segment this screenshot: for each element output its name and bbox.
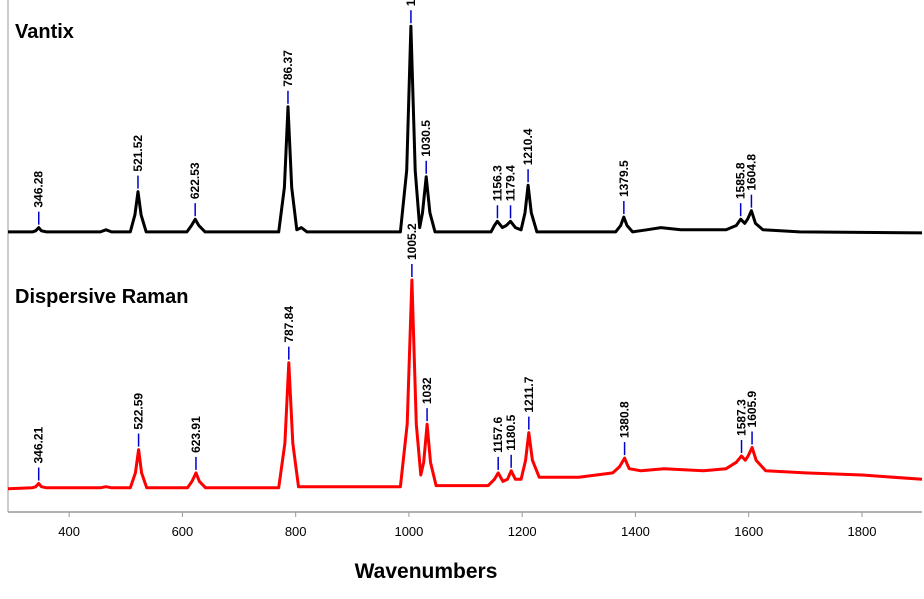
peak-label: 622.53	[188, 162, 202, 199]
peak-label: 1604.8	[744, 154, 758, 191]
x-tick-label: 1400	[621, 524, 650, 539]
peak-label: 1587.3	[735, 399, 749, 436]
peak-label: 1179.4	[504, 165, 518, 201]
peak-label: 623.91	[189, 416, 203, 453]
peak-label: 1156.3	[490, 165, 504, 201]
spectrum-line	[8, 24, 923, 235]
peak-label: 1210.4	[521, 128, 535, 165]
x-tick-label: 1800	[848, 524, 877, 539]
peak-label: 1030.5	[419, 120, 433, 157]
peak-label: 1585.8	[734, 162, 748, 199]
peak-label: 786.37	[281, 50, 295, 87]
peak-label: 1605.9	[745, 390, 759, 427]
peak-label: 522.59	[132, 393, 146, 430]
x-tick-label: 1200	[508, 524, 537, 539]
peak-label: 346.28	[32, 171, 46, 208]
peak-label: 1157.6	[491, 417, 505, 453]
peak-label: 1211.7	[522, 376, 536, 412]
peak-label: 1379.5	[617, 160, 631, 197]
peak-label: 521.52	[131, 135, 145, 172]
x-tick-label: 800	[285, 524, 307, 539]
peak-label: 1005.2	[405, 223, 419, 260]
peak-label: 1032	[420, 377, 434, 404]
x-axis-label: Wavenumbers	[355, 560, 498, 583]
x-tick-label: 1000	[394, 524, 423, 539]
x-tick-label: 600	[172, 524, 194, 539]
peak-label: 1180.5	[504, 414, 518, 450]
peak-label: 346.21	[32, 426, 46, 463]
peak-label: 1003.5	[404, 0, 418, 6]
spectrum-line	[7, 278, 923, 491]
x-tick-label: 1600	[734, 524, 763, 539]
panel-title: Dispersive Raman	[15, 286, 188, 308]
peak-label: 1380.8	[618, 401, 632, 438]
x-tick-label: 400	[58, 524, 80, 539]
peak-label: 787.84	[282, 306, 296, 343]
panel-title: Vantix	[15, 21, 74, 43]
